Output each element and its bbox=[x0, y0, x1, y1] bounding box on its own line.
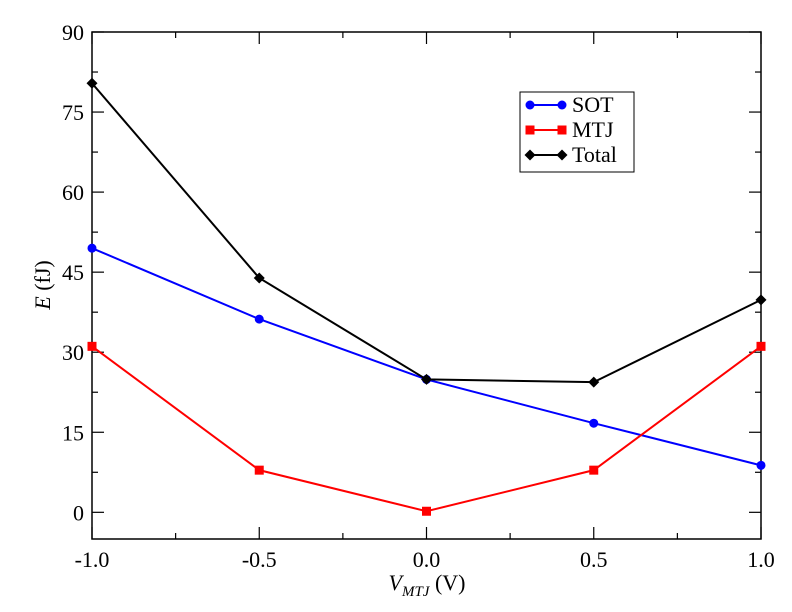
y-tick-label: 75 bbox=[62, 100, 84, 125]
x-tick-label: -1.0 bbox=[75, 547, 110, 572]
mtj-point bbox=[87, 341, 97, 351]
total-point bbox=[86, 77, 98, 89]
sot-line bbox=[91, 247, 762, 467]
sot-point bbox=[589, 418, 599, 428]
legend-label-mtj: MTJ bbox=[572, 117, 614, 142]
x-axis-title-unit: (V) bbox=[429, 570, 465, 595]
mtj-point bbox=[756, 341, 766, 351]
x-tick-labels: -1.0 -0.5 0.0 0.5 1.0 bbox=[75, 547, 775, 572]
y-tick-label: 60 bbox=[62, 180, 84, 205]
legend-label-sot: SOT bbox=[572, 92, 614, 117]
series bbox=[86, 77, 767, 516]
sot-point bbox=[756, 460, 766, 470]
mtj-point bbox=[422, 506, 431, 516]
mtj-point bbox=[254, 465, 264, 475]
sot-point bbox=[254, 314, 264, 324]
series-total bbox=[86, 77, 767, 388]
y-tick-label: 0 bbox=[73, 500, 84, 525]
sot-point bbox=[87, 243, 97, 253]
axis-ticks bbox=[91, 31, 762, 539]
y-axis-title-main: E bbox=[30, 296, 55, 311]
total-point bbox=[421, 373, 432, 385]
y-tick-label: 90 bbox=[62, 20, 84, 45]
legend-item-mtj: MTJ bbox=[525, 117, 614, 142]
legend-marker-mtj bbox=[557, 125, 567, 135]
legend-marker-sot bbox=[557, 100, 567, 110]
x-axis-title-subscript: MTJ bbox=[401, 584, 431, 600]
x-tick-label: -0.5 bbox=[242, 547, 277, 572]
plot-area-border bbox=[91, 31, 762, 540]
x-axis-title: VMTJ (V) bbox=[389, 570, 466, 600]
y-tick-label: 15 bbox=[62, 420, 84, 445]
y-axis-title: E (fJ) bbox=[30, 260, 55, 311]
total-point bbox=[588, 376, 600, 388]
total-line bbox=[91, 82, 762, 384]
x-axis-title-main: V bbox=[389, 570, 405, 595]
series-sot bbox=[87, 243, 766, 470]
y-axis-title-unit: (fJ) bbox=[30, 260, 55, 296]
x-tick-label: 0.5 bbox=[580, 547, 608, 572]
y-tick-labels: 0 15 30 45 60 75 90 bbox=[62, 20, 84, 525]
legend-label-total: Total bbox=[572, 142, 617, 167]
legend-marker-total bbox=[524, 149, 536, 161]
total-point bbox=[755, 294, 767, 306]
total-point bbox=[253, 272, 265, 284]
plot-frame bbox=[91, 31, 762, 540]
series-mtj bbox=[87, 341, 766, 516]
y-tick-label: 45 bbox=[62, 260, 84, 285]
x-tick-label: 0.0 bbox=[413, 547, 441, 572]
y-tick-label: 30 bbox=[62, 340, 84, 365]
legend-item-total: Total bbox=[524, 142, 617, 167]
legend-marker-sot bbox=[525, 100, 535, 110]
x-tick-label: 1.0 bbox=[747, 547, 775, 572]
mtj-line bbox=[91, 345, 762, 513]
legend-item-sot: SOT bbox=[525, 92, 614, 117]
legend-marker-mtj bbox=[525, 125, 535, 135]
legend-marker-total bbox=[556, 149, 568, 161]
mtj-point bbox=[589, 465, 599, 475]
